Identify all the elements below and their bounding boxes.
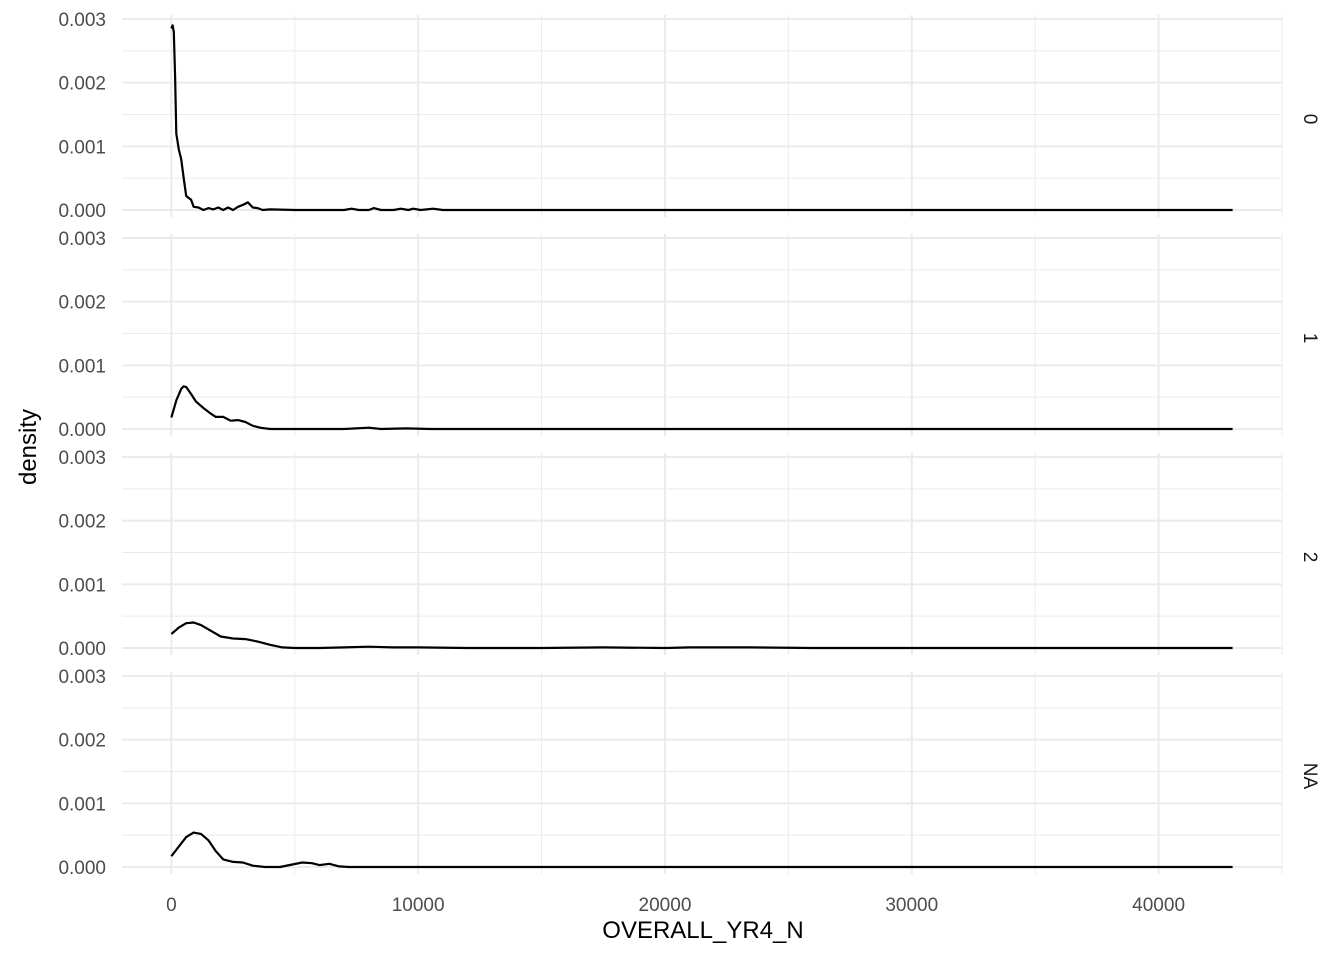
y-tick-label: 0.001 xyxy=(58,137,106,158)
density-line-1 xyxy=(170,385,1233,431)
facet-strip-label: NA xyxy=(1299,763,1320,790)
x-tick-label: 20000 xyxy=(639,895,692,916)
facet-strip-label: 2 xyxy=(1299,552,1320,563)
y-tick-label: 0.003 xyxy=(58,448,106,469)
x-axis-title: OVERALL_YR4_N xyxy=(602,917,803,944)
facet-strip-label: 1 xyxy=(1299,333,1320,344)
facet-panel-1: 0.000 0.001 0.002 0.003 1 xyxy=(58,229,1320,441)
density-line-2 xyxy=(170,621,1233,650)
y-tick-label: 0.003 xyxy=(58,229,106,250)
y-tick-label: 0.002 xyxy=(58,731,106,752)
x-tick-label: 30000 xyxy=(885,895,938,916)
y-tick-label: 0.003 xyxy=(58,10,106,31)
y-axis-title: density xyxy=(15,409,42,485)
y-tick-label: 0.000 xyxy=(58,639,106,660)
x-tick-label: 0 xyxy=(166,895,177,916)
y-tick-label: 0.001 xyxy=(58,356,106,377)
x-tick-label: 10000 xyxy=(392,895,445,916)
facet-panel-0: 0.000 0.001 0.002 0.003 0 xyxy=(58,10,1320,222)
y-tick-label: 0.000 xyxy=(58,858,106,879)
panels-layer: 0.0000.0010.0020.00300.0000.0010.0020.00… xyxy=(58,10,1320,916)
y-tick-label: 0.002 xyxy=(58,512,106,533)
facet-panel-NA: 0.000 0.001 0.002 0.003 NA xyxy=(58,667,1320,879)
y-tick-label: 0.002 xyxy=(58,293,106,314)
density-line-0 xyxy=(170,24,1233,212)
facet-strip-label: 0 xyxy=(1299,114,1320,125)
y-tick-label: 0.002 xyxy=(58,74,106,95)
density-line-NA xyxy=(170,831,1233,869)
x-tick-label: 40000 xyxy=(1132,895,1185,916)
y-tick-label: 0.001 xyxy=(58,794,106,815)
y-tick-label: 0.003 xyxy=(58,667,106,688)
y-tick-label: 0.000 xyxy=(58,420,106,441)
facet-panel-2: 0.000 0.001 0.002 0.003 2 xyxy=(58,448,1320,660)
y-tick-label: 0.001 xyxy=(58,575,106,596)
y-tick-label: 0.000 xyxy=(58,201,106,222)
